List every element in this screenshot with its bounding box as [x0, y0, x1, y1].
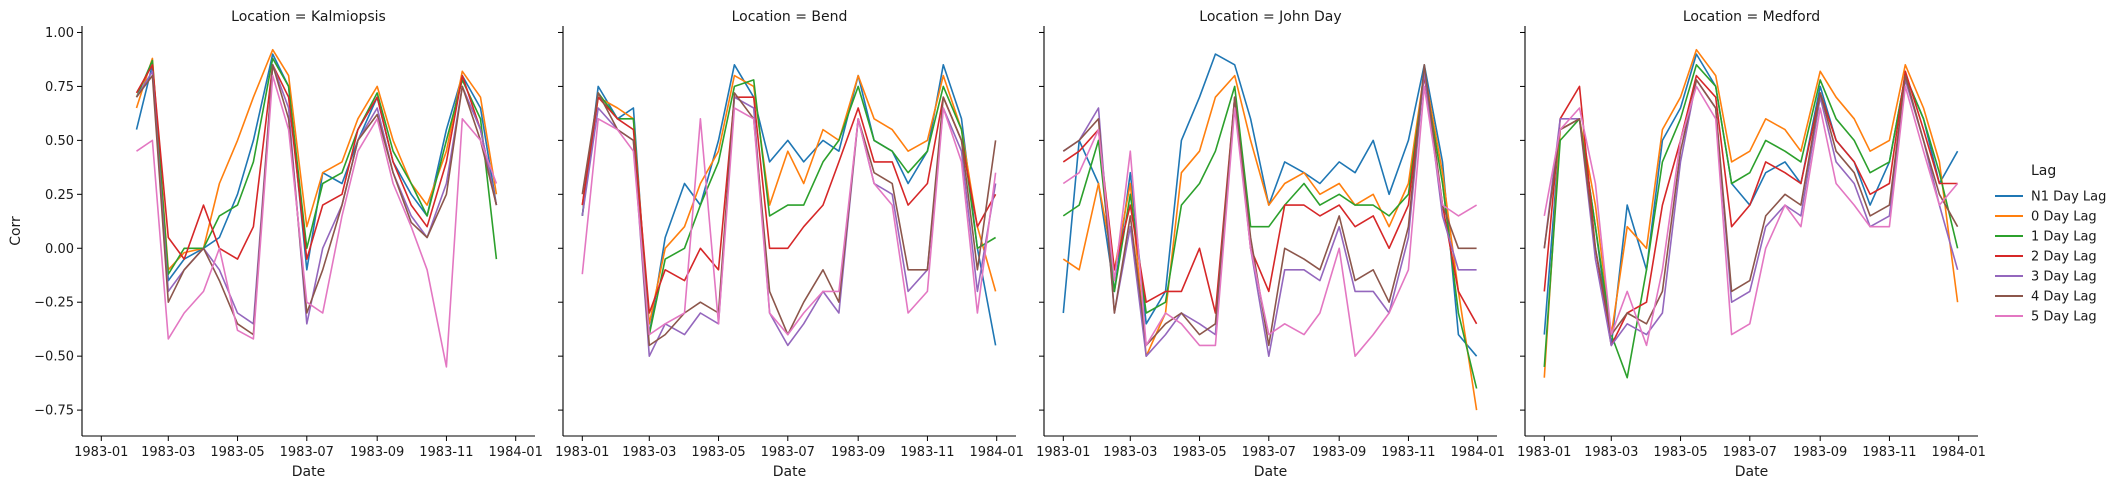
x-tick-label: 1984-01	[489, 445, 543, 460]
legend: Lag N1 Day Lag 0 Day Lag 1 Day Lag 2 Day Lag…	[1995, 163, 2106, 325]
y-tick-label: −0.25	[34, 296, 74, 311]
x-tick-label: 1983-05	[691, 445, 745, 460]
x-tick-label: 1983-11	[900, 445, 954, 460]
x-tick-label: 1983-03	[1103, 445, 1157, 460]
x-tick-label: 1983-03	[1584, 445, 1638, 460]
series-line-0-day-lag	[1062, 70, 1478, 411]
facet-panel: Location = John Day 1983-01 1983-03 1983-05…	[1036, 9, 1505, 480]
series-line-5-day-lag	[1543, 85, 1959, 347]
x-tick-label: 1983-01	[555, 445, 609, 460]
series-line-1-day-lag	[1062, 74, 1478, 389]
x-tick-label: 1983-03	[141, 445, 195, 460]
panel-title: Location = John Day	[1199, 9, 1341, 25]
y-tick-label: 1.00	[45, 26, 74, 41]
x-tick-label: 1983-05	[210, 445, 264, 460]
x-tick-label: 1984-01	[970, 445, 1024, 460]
y-tick-label: 0.25	[45, 188, 74, 203]
y-tick-label: −0.50	[34, 350, 74, 365]
x-axis-label: Date	[1254, 464, 1287, 480]
legend-label: 5 Day Lag	[2031, 310, 2097, 325]
series-line-0-day-lag	[1543, 48, 1959, 378]
legend-item: 2 Day Lag	[1995, 250, 2097, 265]
x-tick-label: 1983-01	[74, 445, 128, 460]
x-tick-label: 1983-09	[1793, 445, 1847, 460]
x-axis-label: Date	[292, 464, 325, 480]
x-tick-label: 1983-07	[761, 445, 815, 460]
panel-title: Location = Bend	[732, 9, 848, 25]
facet-panel: Location = Medford 1983-01 1983-03 1983-05 1…	[1517, 9, 1986, 480]
series-line-2-day-lag	[581, 96, 997, 314]
x-tick-label: 1983-01	[1517, 445, 1571, 460]
x-tick-label: 1983-09	[1312, 445, 1366, 460]
series-line-1-day-lag	[135, 57, 498, 275]
series-line-4-day-lag	[1062, 64, 1477, 347]
series-line-4-day-lag	[135, 64, 498, 336]
series-line-2-day-lag	[135, 64, 498, 260]
y-tick-label: 0.75	[45, 80, 74, 95]
y-tick-label: 0.50	[45, 134, 74, 149]
panel-title: Location = Kalmiopsis	[231, 9, 386, 25]
series-line-2-day-lag	[1062, 74, 1478, 325]
x-axis-label: Date	[1735, 464, 1768, 480]
series-line-5-day-lag	[581, 107, 997, 336]
legend-item: 3 Day Lag	[1995, 270, 2097, 285]
legend-item: 5 Day Lag	[1995, 310, 2097, 325]
x-tick-label: 1983-07	[1723, 445, 1777, 460]
x-tick-label: 1984-01	[1451, 445, 1505, 460]
x-tick-label: 1984-01	[1932, 445, 1986, 460]
legend-label: 3 Day Lag	[2031, 270, 2097, 285]
legend-title: Lag	[2031, 163, 2056, 179]
series-line-3-day-lag	[1543, 79, 1959, 347]
x-tick-label: 1983-09	[831, 445, 885, 460]
series-line-n1-day-lag	[135, 53, 498, 282]
series-line-0-day-lag	[135, 48, 498, 271]
y-tick-label: 0.00	[45, 242, 74, 257]
legend-item: 0 Day Lag	[1995, 210, 2097, 225]
series-line-3-day-lag	[1062, 70, 1477, 357]
x-tick-label: 1983-11	[1381, 445, 1435, 460]
y-tick-label: −0.75	[34, 404, 74, 419]
legend-label: 1 Day Lag	[2031, 230, 2097, 245]
x-tick-label: 1983-07	[1242, 445, 1296, 460]
facet-panel: Location = Kalmiopsis −0.75 −0.50 −0.25 0.00…	[34, 9, 543, 480]
x-tick-label: 1983-05	[1653, 445, 1707, 460]
x-tick-label: 1983-03	[622, 445, 676, 460]
legend-item: 4 Day Lag	[1995, 290, 2097, 305]
panel-title: Location = Medford	[1683, 9, 1820, 25]
x-tick-label: 1983-01	[1036, 445, 1090, 460]
x-tick-label: 1983-07	[280, 445, 334, 460]
legend-item: 1 Day Lag	[1995, 230, 2097, 245]
x-tick-label: 1983-05	[1172, 445, 1226, 460]
legend-label: 2 Day Lag	[2031, 250, 2097, 265]
facet-panel: Location = Bend 1983-01 1983-03 1983-05 1983…	[555, 9, 1024, 480]
series-line-5-day-lag	[1062, 85, 1478, 357]
x-tick-label: 1983-11	[1862, 445, 1916, 460]
y-axis-label: Corr	[8, 216, 24, 246]
legend-label: N1 Day Lag	[2031, 190, 2106, 205]
legend-label: 0 Day Lag	[2031, 210, 2097, 225]
x-axis-label: Date	[773, 464, 806, 480]
x-tick-label: 1983-09	[350, 445, 404, 460]
legend-label: 4 Day Lag	[2031, 290, 2097, 305]
series-line-5-day-lag	[136, 74, 498, 368]
x-tick-label: 1983-11	[419, 445, 473, 460]
legend-item: N1 Day Lag	[1995, 190, 2106, 205]
